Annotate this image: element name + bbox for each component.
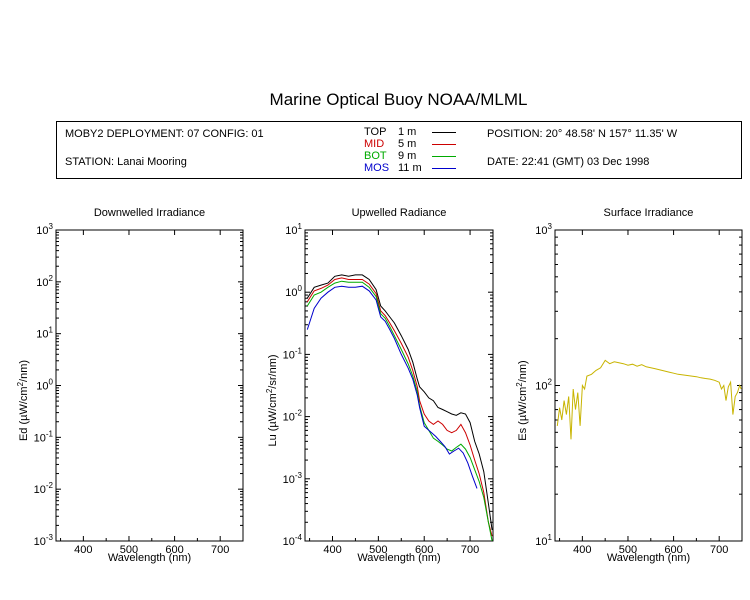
x-tick-label: 400	[323, 544, 341, 556]
y-tick-label: 102	[36, 274, 53, 289]
x-tick-label: 700	[461, 544, 479, 556]
y-tick-label: 10-2	[34, 481, 54, 496]
y-tick-label: 103	[36, 222, 53, 237]
x-tick-label: 600	[165, 544, 183, 556]
series-line	[556, 359, 742, 440]
legend-item-mid: MID 5 m	[364, 138, 456, 150]
series-line	[306, 285, 478, 489]
legend-name: TOP	[364, 126, 387, 138]
x-tick-label: 500	[369, 544, 387, 556]
position-text: POSITION: 20° 48.58' N 157° 11.35' W	[487, 128, 678, 140]
y-axis-label: Ed (µW/cm2/nm)	[16, 360, 30, 441]
station-text: STATION: Lanai Mooring	[65, 156, 187, 168]
series-line	[306, 280, 493, 542]
y-tick-label: 10-1	[283, 346, 303, 361]
y-tick-label: 101	[285, 222, 302, 237]
x-tick-label: 400	[74, 544, 92, 556]
y-tick-label: 100	[36, 378, 53, 393]
y-tick-label: 10-1	[34, 429, 54, 444]
x-axis-label: Wavelength (nm)	[607, 552, 690, 564]
plot-frame	[554, 229, 743, 542]
x-tick-label: 700	[710, 544, 728, 556]
x-tick-label: 600	[415, 544, 433, 556]
y-tick-label: 10-3	[283, 471, 303, 486]
legend-depth: 5 m	[398, 138, 417, 150]
x-axis-label: Wavelength (nm)	[108, 552, 191, 564]
legend-line	[432, 156, 456, 157]
legend-depth: 9 m	[398, 150, 417, 162]
y-tick-label: 102	[535, 378, 552, 393]
x-tick-label: 700	[211, 544, 229, 556]
y-tick-label: 101	[535, 533, 552, 548]
legend-item-mos: MOS 11 m	[364, 162, 456, 174]
legend-depth: 1 m	[398, 126, 417, 138]
x-tick-label: 500	[120, 544, 138, 556]
x-tick-label: 600	[664, 544, 682, 556]
series-line	[306, 274, 493, 531]
plot-title: Downwelled Irradiance	[94, 207, 205, 219]
plot-title: Surface Irradiance	[604, 207, 694, 219]
plot-frame	[304, 229, 494, 542]
y-tick-label: 103	[535, 222, 552, 237]
info-box: MOBY2 DEPLOYMENT: 07 CONFIG: 01 STATION:…	[56, 121, 742, 179]
y-axis-label: Lu (µW/cm2/sr/nm)	[265, 354, 279, 446]
x-axis-label: Wavelength (nm)	[357, 552, 440, 564]
legend-item-top: TOP 1 m	[364, 126, 456, 138]
plot-frame	[55, 229, 244, 542]
date-text: DATE: 22:41 (GMT) 03 Dec 1998	[487, 156, 650, 168]
main-title: Marine Optical Buoy NOAA/MLML	[269, 90, 528, 109]
x-tick-label: 500	[619, 544, 637, 556]
y-tick-label: 10-4	[283, 533, 303, 548]
legend-item-bot: BOT 9 m	[364, 150, 456, 162]
legend-line	[432, 132, 456, 133]
y-axis-label: Es (µW/cm2/nm)	[515, 360, 529, 440]
y-tick-label: 10-2	[283, 409, 303, 424]
legend-line	[432, 144, 456, 145]
legend-name: BOT	[364, 150, 387, 162]
x-tick-label: 400	[573, 544, 591, 556]
legend-name: MOS	[364, 162, 390, 174]
deployment-text: MOBY2 DEPLOYMENT: 07 CONFIG: 01	[65, 128, 264, 140]
legend-depth: 11 m	[398, 162, 422, 174]
legend-name: MID	[364, 138, 385, 150]
y-tick-label: 100	[285, 284, 302, 299]
plot-title: Upwelled Radiance	[352, 207, 447, 219]
legend-line	[432, 168, 456, 169]
series-line	[306, 277, 493, 537]
y-tick-label: 101	[36, 326, 53, 341]
y-tick-label: 10-3	[34, 533, 54, 548]
